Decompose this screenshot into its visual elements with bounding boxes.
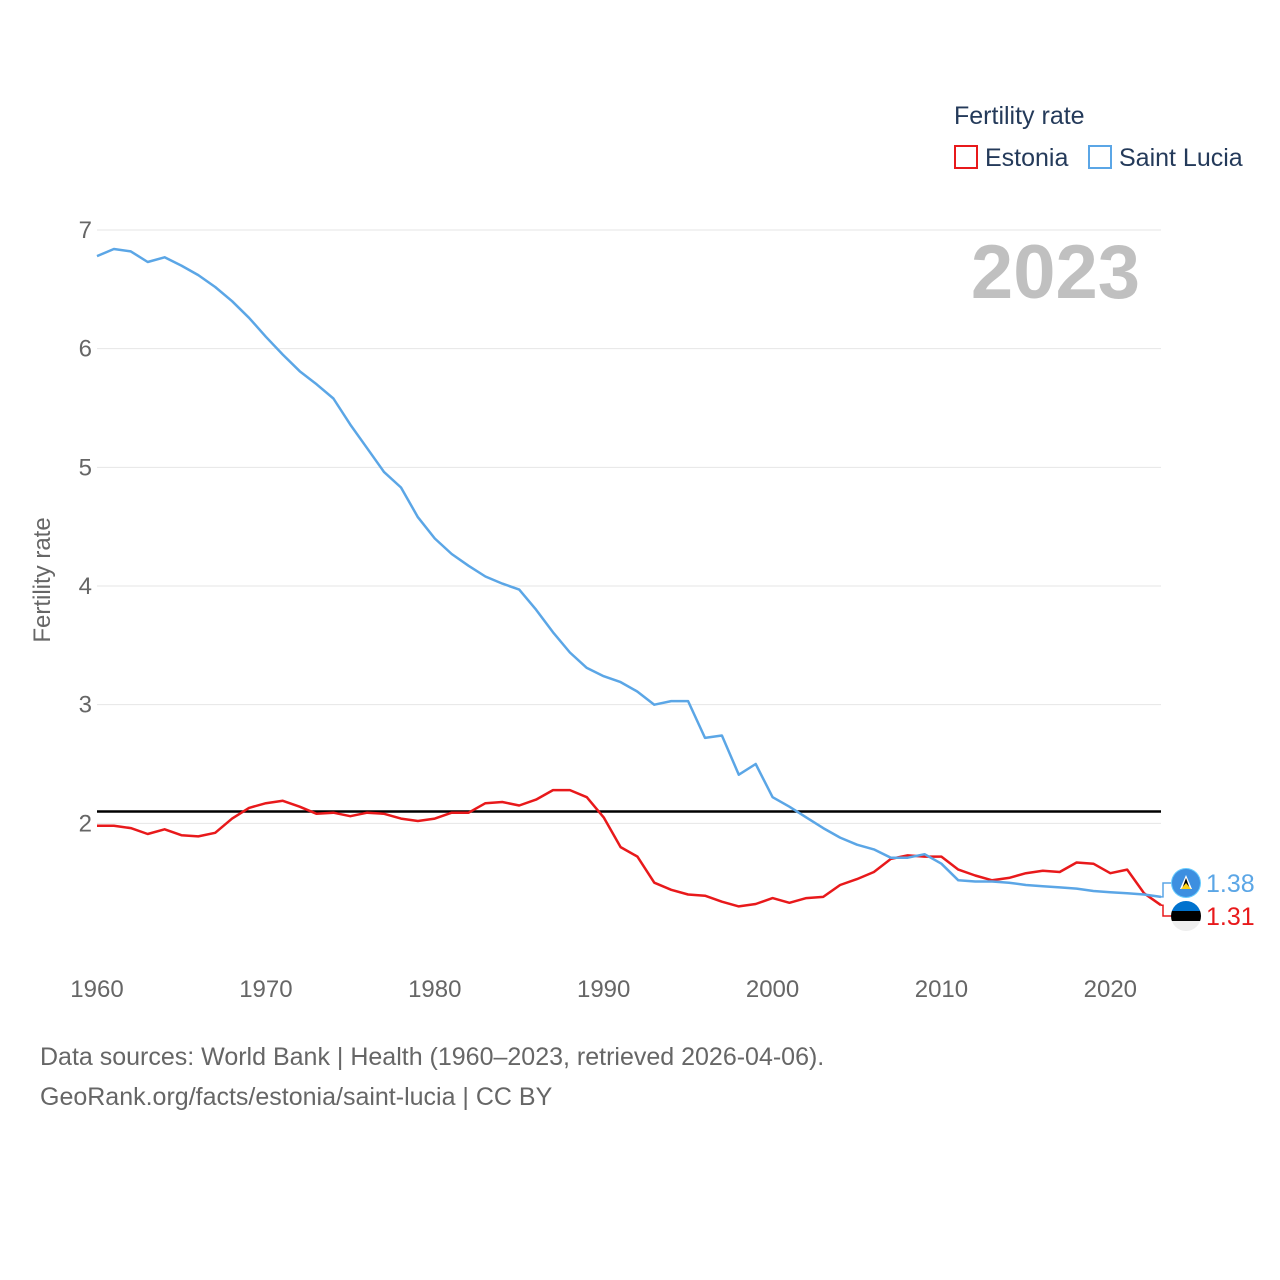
legend-swatch-saint-lucia: [1088, 145, 1112, 169]
series-line-saint-lucia[interactable]: [96, 247, 1162, 899]
legend: Fertility rate Estonia Saint Lucia: [954, 102, 1243, 172]
y-tick-label-3: 3: [79, 692, 92, 719]
x-axis-ticks: 1960 1970 1980 1990 2000 2010 2020: [70, 976, 1137, 1003]
series-lines: [96, 247, 1162, 908]
x-tick-label-1980: 1980: [408, 976, 461, 1003]
legend-title: Fertility rate: [954, 102, 1085, 130]
legend-label-estonia: Estonia: [985, 144, 1068, 172]
footer-data-sources: Data sources: World Bank | Health (1960–…: [40, 1043, 825, 1071]
x-tick-label-1970: 1970: [239, 976, 292, 1003]
y-tick-label-6: 6: [79, 336, 92, 363]
current-year-label: 2023: [971, 230, 1140, 315]
y-tick-label-4: 4: [79, 573, 92, 600]
legend-label-saint-lucia: Saint Lucia: [1119, 144, 1243, 172]
legend-swatch-estonia: [954, 145, 978, 169]
estonia-flag-icon: [1171, 901, 1201, 931]
fertility-rate-chart: 2 3 4 5 6 7 1960 1970 1980 1990 2000 2010 2020 Fert…: [29, 102, 1255, 1003]
x-tick-label-2020: 2020: [1084, 976, 1137, 1003]
saint-lucia-flag-icon: [1171, 868, 1201, 898]
x-tick-label-2000: 2000: [746, 976, 799, 1003]
y-axis-title: Fertility rate: [29, 517, 56, 642]
end-value-estonia: 1.31: [1206, 903, 1255, 931]
x-tick-label-2010: 2010: [915, 976, 968, 1003]
x-tick-label-1960: 1960: [70, 976, 123, 1003]
y-tick-label-2: 2: [79, 810, 92, 837]
y-tick-label-5: 5: [79, 454, 92, 481]
x-tick-label-1990: 1990: [577, 976, 630, 1003]
end-connector-estonia: [1161, 904, 1172, 917]
end-markers: 1.38 1.31: [1161, 868, 1255, 931]
gridlines: [97, 229, 1161, 824]
y-axis-ticks: 2 3 4 5 6 7: [79, 217, 92, 837]
series-line-estonia[interactable]: [97, 788, 1162, 908]
end-value-saint-lucia: 1.38: [1206, 870, 1255, 898]
legend-item-saint-lucia[interactable]: Saint Lucia: [1088, 144, 1243, 172]
end-connector-saint-lucia: [1161, 882, 1172, 898]
legend-item-estonia[interactable]: Estonia: [954, 144, 1068, 172]
y-tick-label-7: 7: [79, 217, 92, 244]
footer-attribution-link[interactable]: GeoRank.org/facts/estonia/saint-lucia | …: [40, 1083, 553, 1111]
